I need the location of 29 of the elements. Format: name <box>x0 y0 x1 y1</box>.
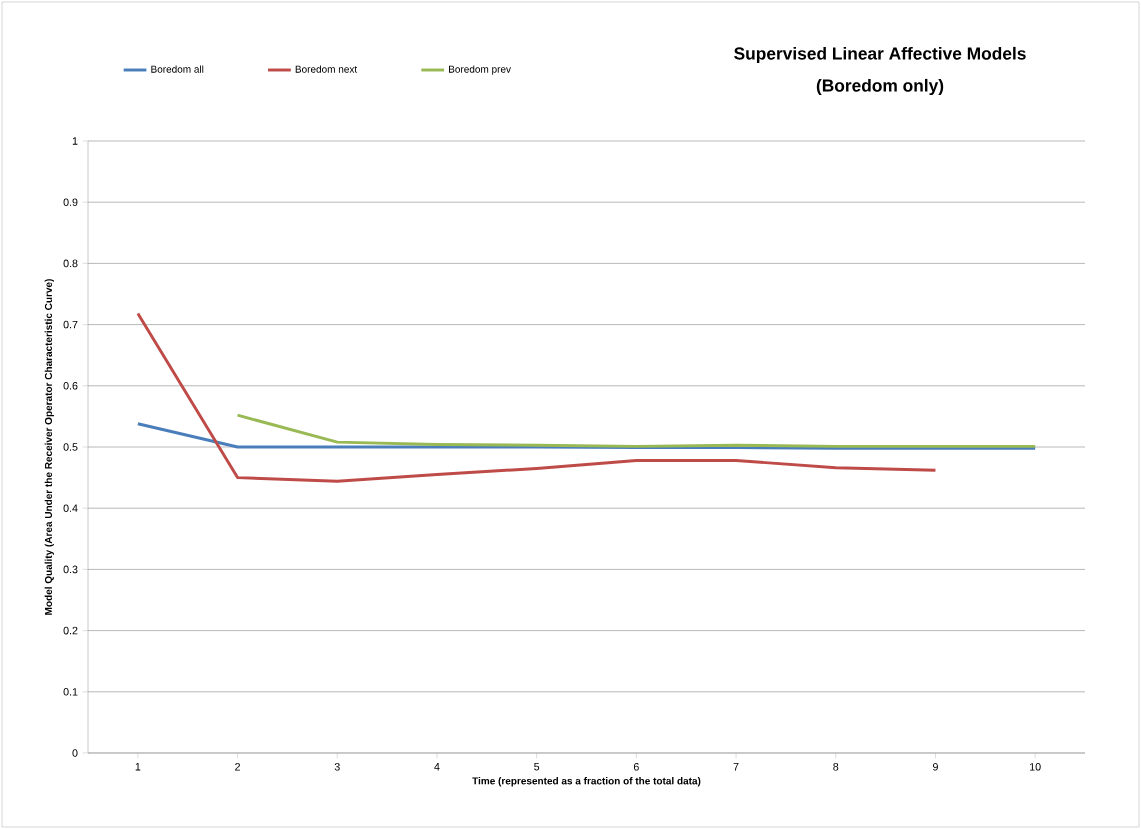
x-tick-label: 7 <box>733 763 739 771</box>
y-tick-label: 0.2 <box>63 626 78 635</box>
x-axis-title: Time (represented as a fraction of the total data) <box>472 777 701 787</box>
x-tick-label: 3 <box>334 763 340 771</box>
y-axis-title: Model Quality (Area Under the Receiver Operator Characteristic Curve) <box>44 279 54 615</box>
y-tick-label: 1 <box>72 137 78 145</box>
x-tick-label: 5 <box>534 763 540 771</box>
y-tick-label: 0.1 <box>63 688 78 696</box>
x-tick-label: 2 <box>235 763 240 771</box>
chart-title: Supervised Linear Affective Models <box>734 46 1026 64</box>
x-tick-label: 6 <box>633 763 639 771</box>
x-tick-label: 10 <box>1030 763 1041 771</box>
y-tick-label: 0.5 <box>63 443 78 451</box>
y-tick-label: 0.4 <box>63 504 78 512</box>
y-tick-label: 0.3 <box>63 565 78 574</box>
y-tick-label: 0.7 <box>63 320 78 329</box>
y-tick-label: 0.9 <box>63 198 78 206</box>
x-tick-label: 4 <box>434 763 440 771</box>
line-series <box>136 312 937 483</box>
y-tick-label: 0.8 <box>63 259 78 268</box>
y-tick-label: 0.6 <box>63 382 78 390</box>
x-tick-label: 8 <box>833 763 839 771</box>
legend-label: Boredom all <box>151 65 204 73</box>
legend-label: Boredom next <box>295 65 358 73</box>
y-tick-label: 0 <box>72 749 78 757</box>
chart-subtitle: (Boredom only) <box>816 78 944 96</box>
x-tick-label: 9 <box>933 763 938 771</box>
x-tick-label: 1 <box>135 763 141 771</box>
legend-label: Boredom prev <box>449 65 511 75</box>
